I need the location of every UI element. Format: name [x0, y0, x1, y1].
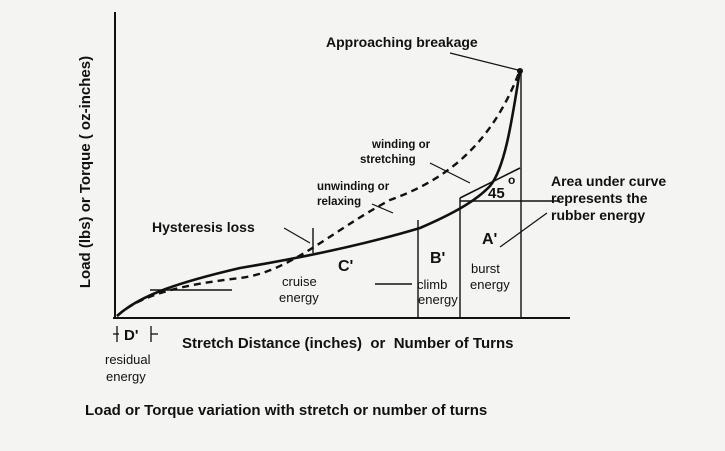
label-residual-line2: energy: [106, 369, 146, 384]
label-area-line1: Area under curve: [551, 173, 666, 189]
label-angle-45: 45: [488, 185, 505, 202]
label-climb-line2: energy: [418, 292, 458, 307]
x-axis-label: Stretch Distance (inches) or Number of T…: [182, 335, 513, 352]
y-axis-label: Load (lbs) or Torque ( oz-inches): [77, 56, 94, 288]
label-winding-line2: stretching: [360, 154, 416, 166]
label-hysteresis-loss: Hysteresis loss: [152, 219, 255, 235]
hysteresis-pointer: [283, 227, 311, 244]
label-a-prime: A': [482, 231, 497, 248]
unwinding-pointer: [371, 203, 394, 214]
label-c-prime: C': [338, 258, 353, 275]
label-area-line2: represents the: [551, 190, 648, 206]
label-d-prime: D': [124, 327, 138, 344]
winding-pointer: [429, 162, 471, 184]
tangent-45-line: [459, 167, 521, 199]
label-winding-line1: winding or: [371, 139, 431, 151]
label-unwinding-line1: unwinding or: [317, 181, 390, 193]
unwinding-curve: [116, 69, 522, 317]
label-area-line3: rubber energy: [551, 207, 645, 223]
peak-point: [517, 68, 523, 74]
area-pointer: [499, 212, 548, 248]
label-approaching-breakage: Approaching breakage: [326, 34, 478, 50]
label-unwinding-line2: relaxing: [317, 196, 361, 208]
label-climb-line1: climb: [417, 277, 447, 292]
diagram-caption: Load or Torque variation with stretch or…: [85, 402, 487, 419]
label-residual-line1: residual: [105, 352, 151, 367]
label-cruise-line2: energy: [279, 290, 319, 305]
label-burst-line2: energy: [470, 277, 510, 292]
label-burst-line1: burst: [471, 261, 500, 276]
breakage-pointer: [449, 52, 519, 71]
label-cruise-line1: cruise: [282, 274, 317, 289]
label-degree-mark: o: [508, 173, 515, 187]
label-b-prime: B': [430, 250, 445, 267]
